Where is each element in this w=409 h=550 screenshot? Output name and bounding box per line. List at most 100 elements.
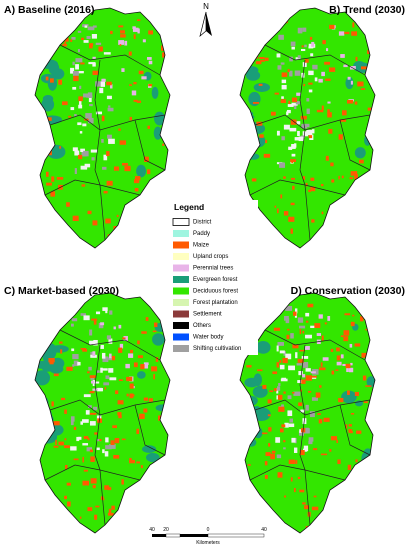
shifting-patch bbox=[286, 109, 291, 114]
maize-patch bbox=[292, 185, 295, 190]
maize-patch bbox=[329, 449, 332, 452]
shifting-patch bbox=[289, 127, 297, 132]
maize-patch bbox=[110, 440, 115, 445]
maize-patch bbox=[162, 195, 170, 198]
perennial-patch bbox=[340, 54, 345, 58]
shifting-patch bbox=[85, 410, 90, 415]
shifting-patch bbox=[293, 447, 298, 453]
maize-patch bbox=[126, 376, 133, 382]
perennial-patch bbox=[318, 314, 323, 319]
maize-patch bbox=[247, 38, 255, 41]
maize-patch bbox=[66, 482, 71, 486]
shifting-patch bbox=[94, 381, 100, 384]
perennial-patch bbox=[148, 60, 153, 65]
maize-patch bbox=[347, 464, 352, 470]
maize-patch bbox=[320, 453, 328, 456]
shifting-patch bbox=[281, 84, 287, 90]
maize-patch bbox=[70, 39, 73, 42]
shifting-patch bbox=[100, 367, 103, 373]
shifting-patch bbox=[298, 136, 304, 142]
maize-patch bbox=[279, 428, 284, 433]
shifting-patch bbox=[80, 148, 85, 153]
shifting-patch bbox=[297, 27, 303, 34]
shifting-patch bbox=[89, 104, 93, 107]
evergreen-patch bbox=[240, 140, 256, 147]
evergreen-patch bbox=[242, 124, 255, 140]
maize-patch bbox=[299, 489, 305, 493]
evergreen-patch bbox=[251, 407, 271, 422]
shifting-patch bbox=[289, 70, 293, 77]
perennial-patch bbox=[340, 354, 344, 359]
perennial-patch bbox=[318, 78, 323, 83]
scale-label: 40 bbox=[149, 527, 155, 533]
shifting-patch bbox=[276, 454, 282, 459]
scale-bar bbox=[152, 533, 265, 538]
maize-patch bbox=[118, 415, 122, 419]
maize-patch bbox=[311, 506, 319, 511]
maize-patch bbox=[92, 220, 98, 226]
maize-patch bbox=[247, 516, 252, 519]
maize-patch bbox=[151, 519, 156, 523]
maize-patch bbox=[104, 485, 110, 490]
maize-patch bbox=[83, 436, 89, 439]
district-boundary bbox=[249, 329, 371, 526]
maize-patch bbox=[65, 464, 68, 470]
evergreen-patch bbox=[35, 140, 46, 155]
shifting-patch bbox=[280, 62, 285, 65]
maize-patch bbox=[164, 505, 169, 510]
maize-patch bbox=[329, 24, 335, 29]
shifting-patch bbox=[294, 308, 298, 314]
shifting-patch bbox=[96, 447, 100, 451]
shifting-patch bbox=[96, 370, 100, 373]
shifting-patch bbox=[85, 113, 92, 119]
maize-patch bbox=[307, 303, 314, 308]
district-boundary bbox=[44, 44, 166, 241]
maize-patch bbox=[113, 225, 119, 232]
panel-title: A) Baseline (2016) bbox=[4, 4, 94, 16]
maize-patch bbox=[82, 456, 84, 463]
maize-patch bbox=[288, 216, 295, 222]
shifting-patch bbox=[107, 134, 112, 139]
evergreen-patch bbox=[341, 390, 357, 404]
maize-patch bbox=[277, 394, 283, 400]
perennial-patch bbox=[91, 380, 94, 384]
maize-patch bbox=[321, 335, 324, 341]
legend-label: Deciduous forest bbox=[193, 289, 238, 295]
shifting-patch bbox=[82, 123, 87, 127]
maize-patch bbox=[302, 330, 305, 334]
maize-patch bbox=[265, 452, 271, 457]
shifting-patch bbox=[306, 98, 310, 102]
evergreen-patch bbox=[248, 406, 258, 422]
perennial-patch bbox=[118, 40, 124, 45]
maize-patch bbox=[106, 151, 110, 157]
shifting-patch bbox=[294, 143, 297, 148]
maize-patch bbox=[313, 448, 318, 451]
maize-patch bbox=[87, 437, 90, 441]
shifting-patch bbox=[71, 348, 75, 352]
shifting-patch bbox=[95, 111, 103, 115]
maize-patch bbox=[87, 210, 92, 215]
evergreen-patch bbox=[161, 71, 170, 82]
shifting-patch bbox=[73, 360, 79, 367]
maize-patch bbox=[271, 450, 276, 454]
maize-patch bbox=[92, 485, 96, 489]
maize-patch bbox=[345, 363, 351, 369]
maize-patch bbox=[317, 520, 319, 523]
maize-patch bbox=[351, 31, 358, 36]
maize-patch bbox=[284, 495, 287, 498]
map-fill bbox=[35, 293, 170, 533]
maize-patch bbox=[268, 427, 272, 432]
maize-patch bbox=[290, 202, 295, 206]
maize-patch bbox=[282, 357, 288, 364]
maize-patch bbox=[274, 92, 279, 95]
shifting-patch bbox=[104, 451, 109, 457]
maize-patch bbox=[136, 100, 142, 103]
maize-patch bbox=[299, 329, 302, 335]
legend-label: Maize bbox=[193, 243, 210, 249]
maize-patch bbox=[42, 32, 47, 37]
maize-patch bbox=[352, 22, 355, 28]
maize-patch bbox=[91, 318, 98, 321]
perennial-patch bbox=[316, 333, 322, 336]
perennial-patch bbox=[350, 362, 353, 366]
